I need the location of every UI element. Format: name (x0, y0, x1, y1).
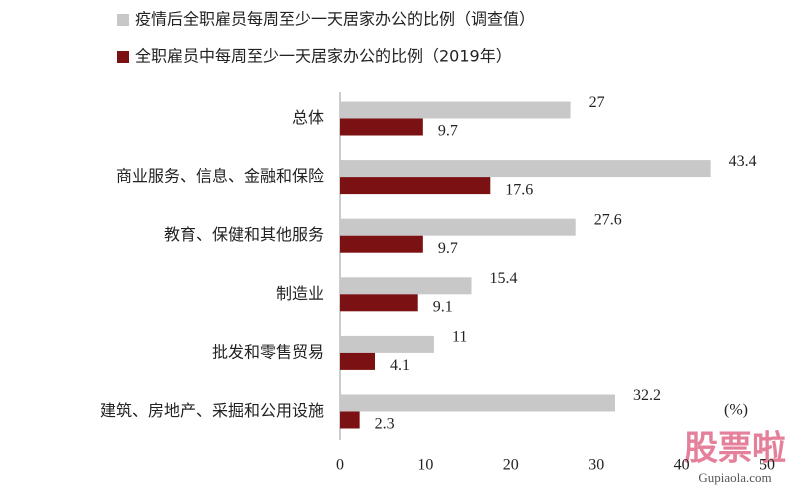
bar (340, 411, 360, 429)
x-tick-label: 0 (336, 457, 344, 474)
bar (340, 218, 576, 236)
value-label: 27 (589, 94, 605, 111)
value-label: 17.6 (505, 181, 533, 198)
value-label: 15.4 (490, 270, 518, 287)
value-label: 4.1 (390, 357, 410, 374)
legend-label: 全职雇员中每周至少一天居家办公的比例（2019年） (135, 47, 512, 66)
bar (340, 177, 491, 195)
x-tick-label: 40 (674, 457, 690, 474)
y-tick-label: 制造业 (276, 284, 324, 303)
legend-swatch (117, 14, 129, 26)
x-tick-label: 50 (759, 457, 775, 474)
x-axis-label: (%) (724, 402, 748, 419)
legend-label: 疫情后全职雇员每周至少一天居家办公的比例（调查值） (135, 10, 535, 29)
y-tick-label: 教育、保健和其他服务 (164, 225, 324, 244)
value-label: 27.6 (594, 211, 622, 228)
y-tick-label: 总体 (292, 108, 324, 127)
bar (340, 277, 472, 295)
value-label: 32.2 (633, 387, 661, 404)
value-label: 11 (452, 329, 467, 346)
bar (340, 294, 418, 312)
bar (340, 101, 571, 119)
value-label: 43.4 (729, 153, 757, 170)
bar (340, 118, 423, 136)
value-label: 9.7 (438, 123, 458, 140)
y-tick-label: 商业服务、信息、金融和保险 (116, 167, 324, 186)
watermark-logo: 股票啦 (684, 429, 786, 469)
bar (340, 335, 434, 353)
x-tick-label: 10 (417, 457, 433, 474)
bar (340, 394, 615, 412)
y-tick-label: 建筑、房地产、采掘和公用设施 (100, 401, 324, 420)
bar (340, 235, 423, 253)
x-tick-label: 30 (588, 457, 604, 474)
legend-swatch (117, 51, 129, 63)
y-tick-label: 批发和零售贸易 (212, 342, 324, 361)
value-label: 9.1 (433, 298, 453, 315)
x-tick-label: 20 (503, 457, 519, 474)
value-label: 9.7 (438, 240, 458, 257)
bar (340, 352, 376, 370)
bar (340, 160, 711, 178)
value-label: 2.3 (375, 416, 395, 433)
watermark-url: Gupiaola.com (698, 470, 771, 485)
